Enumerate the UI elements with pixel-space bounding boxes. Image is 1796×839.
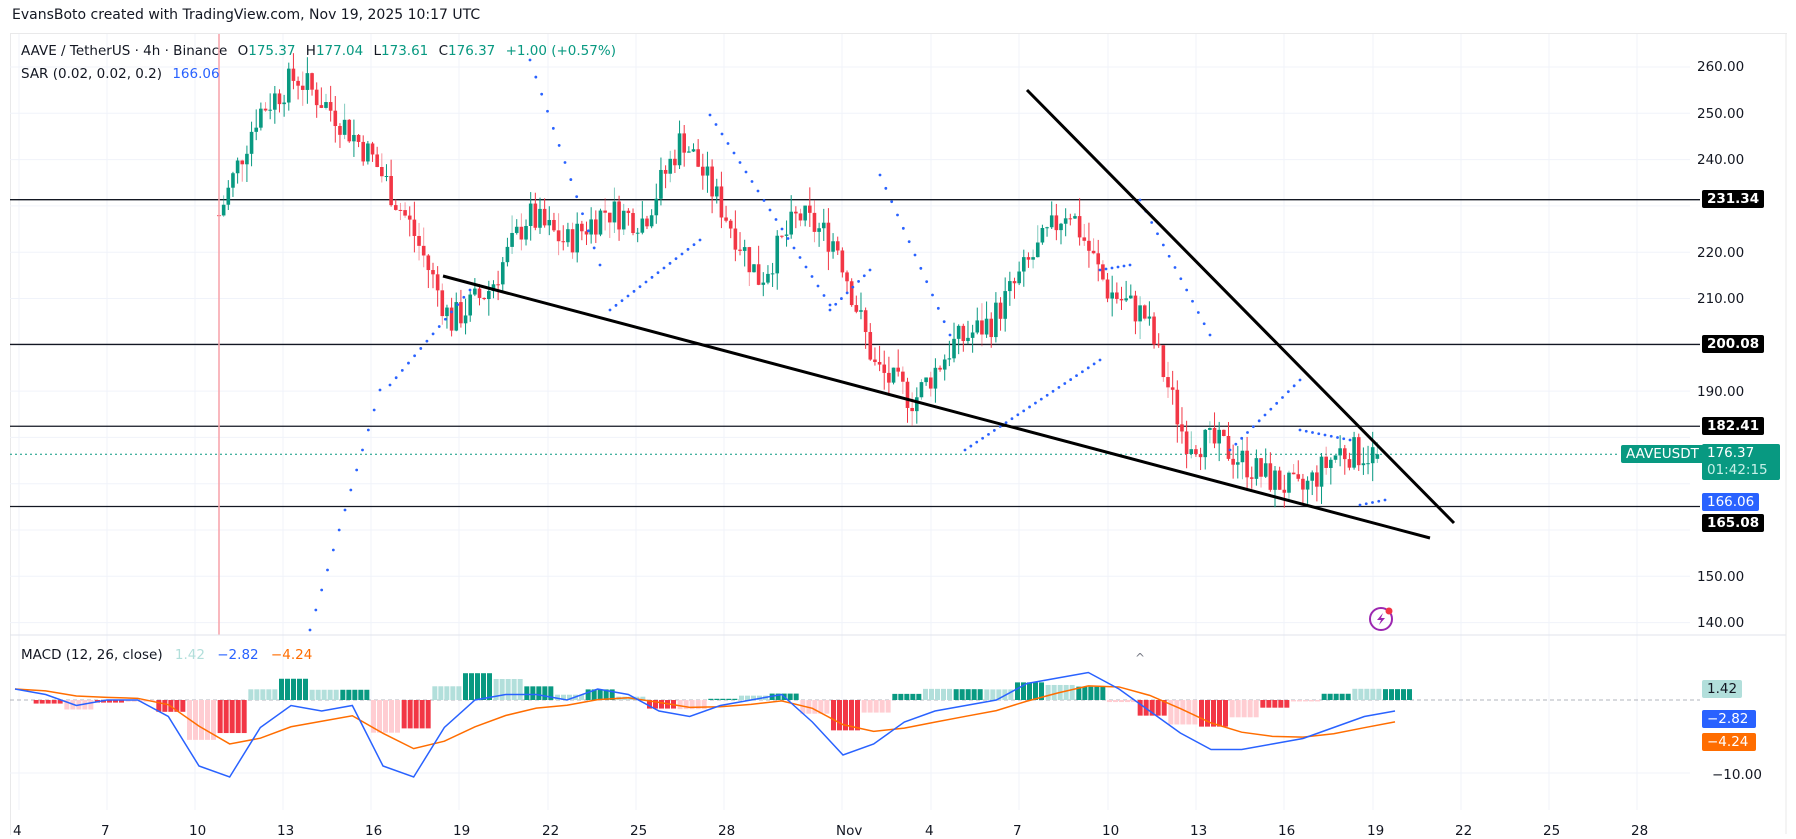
macd-value: −2.82 [217, 647, 259, 663]
lightning-alert-icon[interactable] [1369, 607, 1393, 631]
symbol-tag: AAVEUSDT [1621, 445, 1704, 463]
level-tag-165: 165.08 [1702, 514, 1765, 532]
sar-tag: 166.06 [1702, 493, 1760, 511]
time-label: 25 [630, 823, 648, 839]
low-value: 173.61 [381, 43, 429, 59]
time-label: 16 [1278, 823, 1296, 839]
time-label: 7 [101, 823, 110, 839]
time-label: 4 [925, 823, 934, 839]
level-tag-182: 182.41 [1702, 417, 1765, 435]
macd-hist-value: 1.42 [174, 647, 205, 663]
time-label: 16 [365, 823, 383, 839]
macd-axis-tick: −10.00 [1712, 767, 1762, 783]
grid-lines [10, 34, 1690, 810]
time-label: 4 [13, 823, 22, 839]
bar-countdown: 01:42:15 [1707, 462, 1768, 478]
sar-legend: SAR (0.02, 0.02, 0.2) 166.06 [21, 66, 220, 82]
macd-label[interactable]: MACD (12, 26, close) [21, 647, 163, 663]
collapse-chevron-icon: ^ [1135, 651, 1145, 665]
macd-pane [10, 671, 1700, 778]
time-label: 28 [718, 823, 736, 839]
time-label: Nov [836, 823, 863, 839]
chart-credit: EvansBoto created with TradingView.com, … [12, 7, 481, 23]
time-label: 10 [1102, 823, 1120, 839]
close-value: 176.37 [448, 43, 496, 59]
open-value: 175.37 [248, 43, 296, 59]
macd-tag: −2.82 [1702, 710, 1756, 728]
macd-signal-value: −4.24 [270, 647, 313, 663]
time-label: 19 [453, 823, 471, 839]
candles [217, 34, 1380, 635]
trendlines [442, 88, 1456, 540]
sar-value: 166.06 [172, 66, 220, 82]
time-label: 28 [1631, 823, 1649, 839]
time-label: 22 [1455, 823, 1473, 839]
sar-dots [308, 58, 1387, 632]
time-label: 13 [1190, 823, 1208, 839]
signal-tag: −4.24 [1702, 733, 1756, 751]
high-value: 177.04 [315, 43, 364, 59]
level-tag-200: 200.08 [1702, 335, 1765, 353]
symbol-title[interactable]: AAVE / TetherUS · 4h · Binance [21, 43, 228, 59]
time-label: 19 [1367, 823, 1385, 839]
price-axis[interactable]: 260.00 250.00 240.00 220.00 210.00 190.0… [1697, 59, 1745, 631]
time-label: 7 [1013, 823, 1022, 839]
chart-frame [10, 33, 1787, 835]
time-label: 25 [1543, 823, 1561, 839]
horizontal-levels [10, 199, 1700, 508]
level-tag-231: 231.34 [1702, 190, 1765, 208]
symbol-legend: AAVE / TetherUS · 4h · Binance O175.37 H… [21, 43, 616, 59]
time-label: 13 [277, 823, 295, 839]
macd-hist-tag: 1.42 [1702, 680, 1743, 698]
macd-legend: MACD (12, 26, close) 1.42 −2.82 −4.24 [21, 647, 312, 663]
time-label: 10 [189, 823, 207, 839]
last-price-tag: 176.37 01:42:15 [1702, 444, 1780, 480]
time-label: 22 [542, 823, 560, 839]
sar-label[interactable]: SAR (0.02, 0.02, 0.2) [21, 66, 163, 82]
change-value: +1.00 (+0.57%) [505, 43, 616, 59]
